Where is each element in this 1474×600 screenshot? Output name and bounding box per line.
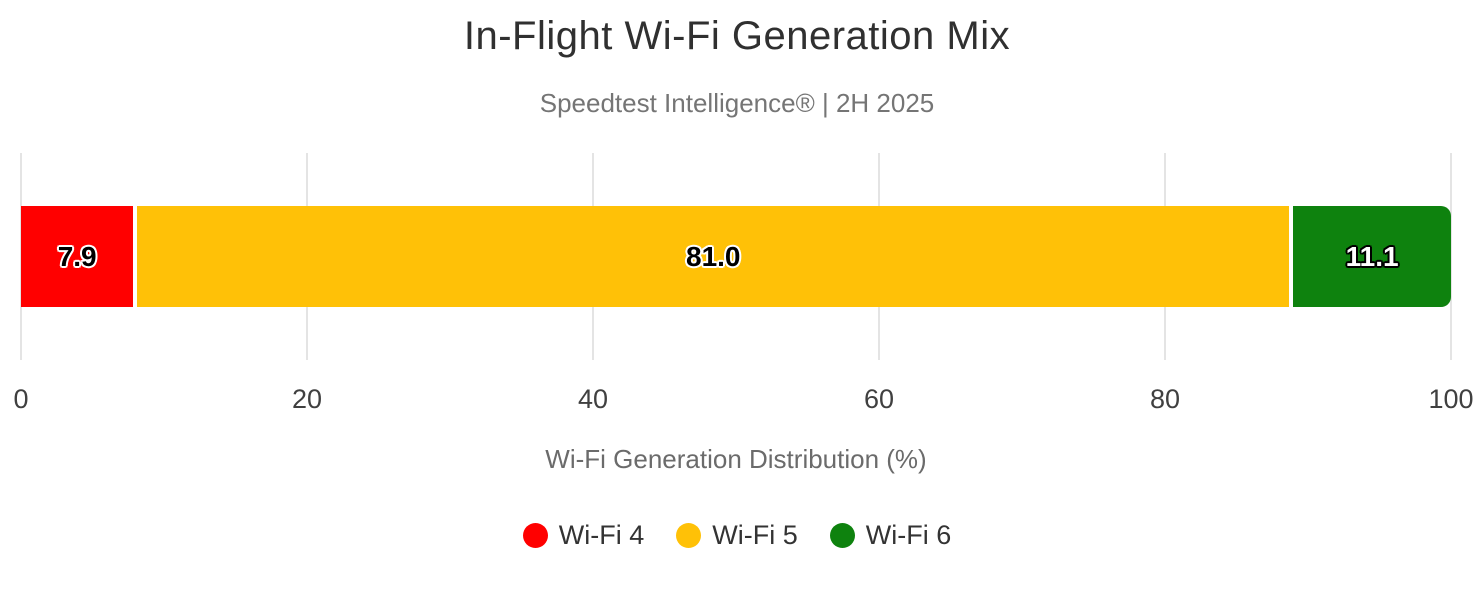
legend-item-wi-fi-5[interactable]: Wi-Fi 5 (676, 520, 798, 551)
chart-subtitle: Speedtest Intelligence® | 2H 2025 (539, 88, 935, 118)
bar-segment-wi-fi-6: 11.1 (1293, 206, 1451, 307)
gridline (1450, 153, 1452, 360)
x-axis-ticks: 0 20 40 60 80 100 (13, 384, 1473, 418)
legend-label: Wi-Fi 6 (865, 520, 952, 550)
legend: Wi-Fi 4 Wi-Fi 5 Wi-Fi 6 (0, 520, 1474, 551)
bar-segment-wi-fi-4: 7.9 (21, 206, 134, 307)
legend-swatch-icon (829, 523, 855, 548)
legend-label: Wi-Fi 4 (558, 520, 645, 550)
x-tick-label: 0 (13, 384, 29, 414)
legend-item-wi-fi-4[interactable]: Wi-Fi 4 (522, 520, 645, 551)
legend-label: Wi-Fi 5 (712, 520, 798, 550)
legend-item-wi-fi-6[interactable]: Wi-Fi 6 (829, 520, 952, 551)
plot-area: 7.9 81.0 11.1 (20, 153, 1452, 360)
legend-swatch-icon (676, 523, 702, 548)
x-tick-label: 80 (1149, 384, 1181, 414)
x-tick-label: 20 (291, 384, 323, 414)
legend-swatch-icon (522, 523, 548, 548)
bar-value-label: 81.0 (686, 240, 741, 272)
bar-value-label: 7.9 (57, 240, 97, 272)
x-tick-label: 100 (1428, 384, 1474, 414)
x-tick-label: 40 (577, 384, 609, 414)
x-axis-label: Wi-Fi Generation Distribution (%) (545, 444, 927, 474)
chart-title: In-Flight Wi-Fi Generation Mix (463, 14, 1011, 58)
bar-segment-wi-fi-5: 81.0 (137, 206, 1290, 307)
x-tick-label: 60 (863, 384, 895, 414)
bar-value-label: 11.1 (1345, 240, 1399, 272)
stacked-bar: 7.9 81.0 11.1 (21, 206, 1451, 307)
